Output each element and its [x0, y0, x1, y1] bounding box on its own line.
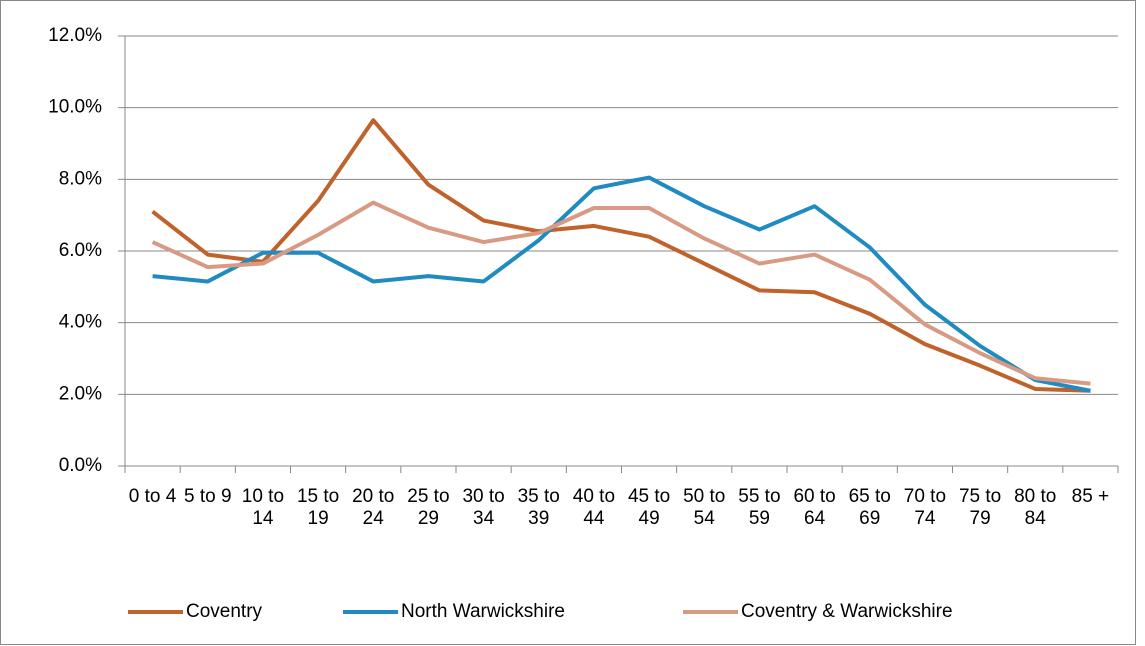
y-tick-label: 10.0% [48, 97, 102, 118]
x-tick-label: 5 to 9 [183, 486, 232, 507]
series-line [151, 118, 1091, 393]
x-tick-label: 85 + [1071, 486, 1110, 507]
x-tick-label: 65 to 69 [848, 486, 891, 529]
x-tick-label: 40 to 44 [572, 486, 616, 529]
series-line [151, 200, 1091, 386]
x-tick-label: 70 to 74 [903, 486, 947, 529]
y-tick-label: 6.0% [59, 240, 102, 261]
x-tick-label: 20 to 24 [352, 486, 395, 529]
y-tick-label: 8.0% [59, 168, 102, 189]
y-tick-label: 2.0% [59, 383, 102, 404]
legend-label: North Warwickshire [401, 601, 565, 622]
x-tick-label: 80 to 84 [1014, 486, 1057, 529]
y-tick-label: 4.0% [59, 312, 102, 333]
legend-label: Coventry & Warwickshire [741, 601, 953, 622]
x-tick-label: 60 to 64 [793, 486, 836, 529]
x-tick-label: 15 to 19 [296, 486, 340, 529]
x-tick-label: 45 to 49 [627, 486, 671, 529]
y-tick-label: 12.0% [48, 25, 102, 46]
x-tick-label: 30 to 34 [462, 486, 505, 529]
x-tick-label: 55 to 59 [738, 486, 781, 529]
x-tick-label: 25 to 29 [407, 486, 450, 529]
x-tick-label: 50 to 54 [683, 486, 726, 529]
y-tick-label: 0.0% [59, 455, 102, 476]
x-tick-label: 0 to 4 [128, 486, 177, 507]
legend-label: Coventry [186, 601, 263, 622]
x-tick-label: 10 to 14 [241, 486, 285, 529]
series-line [152, 175, 1091, 393]
x-tick-label: 35 to 39 [517, 486, 560, 529]
x-tick-label: 75 to 79 [958, 486, 1002, 529]
